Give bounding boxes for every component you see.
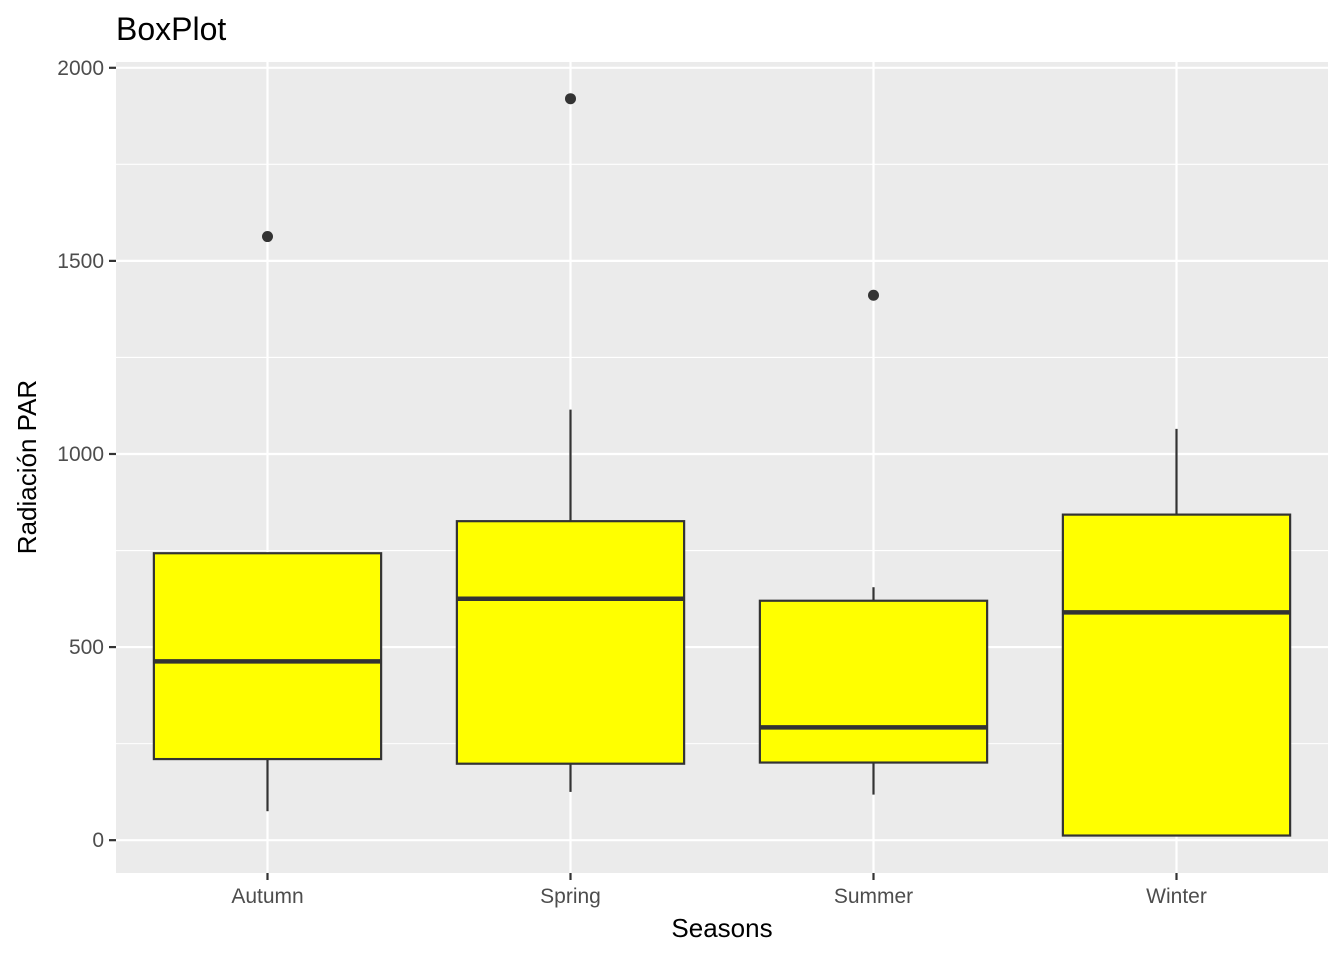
y-tick-label: 500 [69,636,104,659]
y-tick-label: 2000 [57,57,104,80]
box-iqr [455,520,686,765]
x-tick-label: Spring [540,885,601,908]
outlier-point [565,93,576,105]
box-iqr [152,552,383,761]
x-tick-label: Summer [834,885,913,908]
x-tick-label: Winter [1146,885,1207,908]
x-axis-title: Seasons [671,913,772,943]
box-winter [1061,428,1292,837]
y-axis: 0 500 1000 1500 2000 [57,57,116,852]
y-axis-title: Radiación PAR [12,380,42,554]
y-tick-label: 1500 [57,250,104,273]
chart-title: BoxPlot [116,11,226,47]
y-tick-label: 1000 [57,443,104,466]
x-tick-label: Autumn [231,885,303,908]
outlier-point [868,289,879,301]
box-iqr [758,599,989,764]
y-tick-label: 0 [92,829,104,852]
box-iqr [1061,513,1292,837]
box-spring [455,93,686,792]
outlier-point [262,231,273,243]
box-summer [758,289,989,795]
boxes [152,93,1292,837]
x-axis: Autumn Spring Summer Winter [231,873,1207,908]
box-autumn [152,231,383,812]
